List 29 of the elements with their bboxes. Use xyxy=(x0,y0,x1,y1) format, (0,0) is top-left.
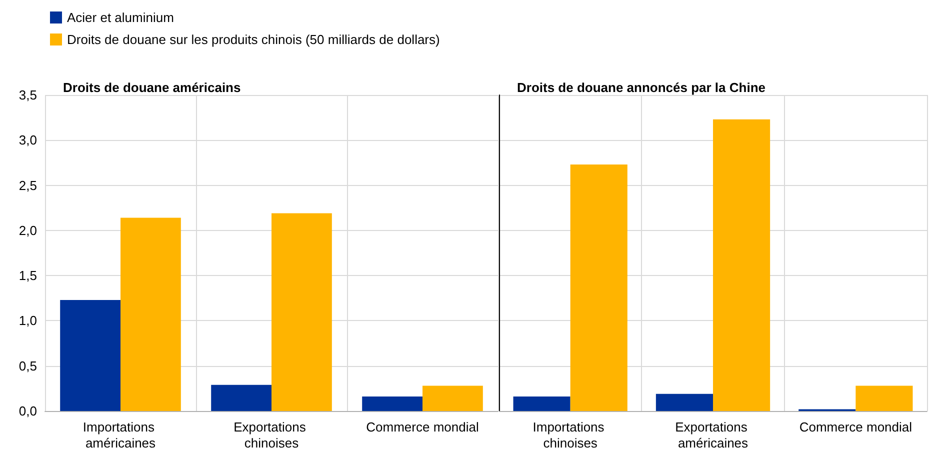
chart-title: Droits de douane annoncés par la Chine xyxy=(517,80,766,95)
x-tick-label: Commerce mondial xyxy=(366,420,479,434)
bar xyxy=(272,213,332,411)
y-tick-label: 1,5 xyxy=(18,268,37,284)
bar xyxy=(513,396,570,411)
legend-label: Droits de douane sur les produits chinois (50 milliards de dollars) xyxy=(67,32,440,47)
bar xyxy=(570,164,628,411)
y-tick-label: 0,5 xyxy=(18,358,37,374)
y-tick-label: 3,5 xyxy=(18,88,37,102)
x-tick-label: Exportations chinoises xyxy=(234,420,310,450)
bar xyxy=(60,300,120,411)
x-tick-label: Exportations américaines xyxy=(675,420,751,450)
x-tick-label: Importations américaines xyxy=(82,420,158,450)
bar xyxy=(422,386,483,411)
x-tick-label: Commerce mondial xyxy=(799,420,912,434)
bar xyxy=(211,384,272,411)
bar xyxy=(362,396,422,411)
y-tick-label: 0,0 xyxy=(18,404,37,418)
y-tick-label: 1,0 xyxy=(18,313,37,328)
bar xyxy=(713,119,770,411)
bar xyxy=(120,218,181,411)
y-tick-label: 3,0 xyxy=(18,132,37,148)
legend-label: Acier et aluminium xyxy=(67,10,174,25)
y-tick-label: 2,0 xyxy=(18,222,37,238)
bar xyxy=(656,394,713,411)
chart-title: Droits de douane américains xyxy=(63,80,241,95)
bar xyxy=(856,386,913,411)
x-tick-label: Importations chinoises xyxy=(532,420,608,450)
y-tick-label: 2,5 xyxy=(18,178,37,193)
